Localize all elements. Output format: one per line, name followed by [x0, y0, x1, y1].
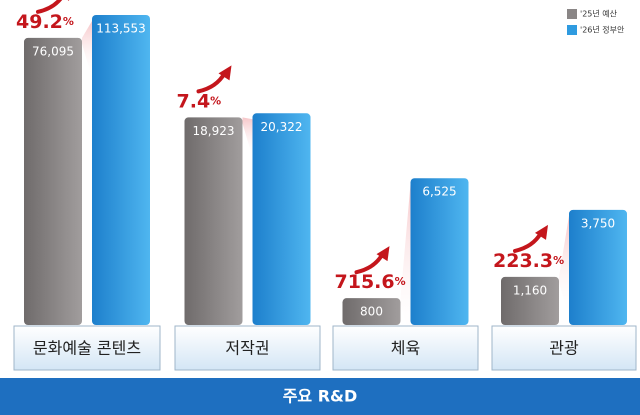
bar	[184, 117, 243, 325]
category-box	[491, 325, 637, 371]
bar	[252, 113, 311, 325]
growth-label: 7.4%	[177, 90, 222, 112]
growth-wedge	[400, 184, 411, 339]
growth-wedge	[82, 20, 92, 78]
growth-wedge	[559, 215, 569, 317]
legend-label: '26년 정부안	[580, 25, 625, 35]
category-box	[13, 325, 161, 371]
category-label: 문화예술 콘텐츠	[33, 339, 141, 358]
footer-text: 주요 R&D	[283, 387, 358, 406]
growth-arrow	[354, 252, 385, 275]
growth-arrowhead	[67, 0, 70, 1]
value-label: 6,525	[422, 185, 456, 199]
category-label: 저작권	[225, 339, 269, 358]
category-box	[174, 325, 321, 371]
bar	[24, 37, 82, 325]
growth-arrowhead	[376, 246, 390, 262]
category-label: 체육	[391, 339, 420, 358]
category-label: 관광	[549, 339, 579, 358]
legend-swatch	[567, 25, 577, 35]
growth-arrow	[36, 0, 63, 14]
growth-number: 49.2	[16, 10, 63, 32]
growth-wedge	[242, 117, 253, 158]
growth-arrow	[196, 71, 227, 94]
value-label: 18,923	[193, 124, 235, 138]
growth-number: 7.4	[177, 90, 211, 112]
bar	[501, 276, 559, 325]
growth-unit: %	[210, 94, 221, 107]
growth-unit: %	[395, 275, 406, 288]
growth-arrowhead	[535, 224, 548, 240]
category-box	[332, 325, 479, 371]
value-label: 113,553	[96, 21, 146, 35]
bar	[342, 298, 401, 325]
growth-number: 223.3	[493, 249, 553, 271]
growth-arrowhead	[218, 65, 232, 81]
legend-label: '25년 예산	[580, 9, 618, 19]
value-label: 76,095	[32, 44, 74, 58]
value-label: 1,160	[513, 283, 547, 297]
growth-label: 715.6%	[335, 271, 406, 293]
growth-unit: %	[553, 254, 564, 267]
growth-number: 715.6	[335, 271, 395, 293]
growth-arrow	[513, 230, 543, 253]
bar	[92, 14, 150, 326]
bar	[410, 178, 469, 325]
value-label: 20,322	[261, 120, 303, 134]
value-label: 3,750	[581, 216, 615, 230]
footer-band	[0, 378, 640, 415]
growth-unit: %	[63, 15, 74, 28]
legend-swatch	[567, 9, 577, 19]
bar	[569, 209, 627, 325]
value-label: 800	[360, 305, 383, 319]
growth-label: 223.3%	[493, 249, 564, 271]
growth-label: 49.2%	[16, 10, 74, 32]
